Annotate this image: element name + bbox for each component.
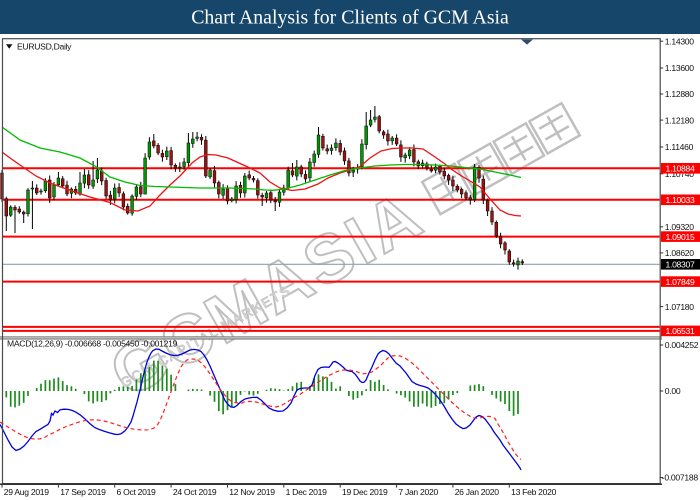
svg-text:13 Feb 2020: 13 Feb 2020 bbox=[511, 487, 556, 497]
svg-text:0.00: 0.00 bbox=[665, 386, 681, 396]
svg-text:19 Dec 2019: 19 Dec 2019 bbox=[342, 487, 388, 497]
svg-text:1.07849: 1.07849 bbox=[666, 277, 695, 287]
svg-text:1.12180: 1.12180 bbox=[665, 115, 694, 125]
svg-text:MACD(12,26,9) -0.006668 -0.005: MACD(12,26,9) -0.006668 -0.005450 -0.001… bbox=[7, 339, 178, 349]
svg-text:0.004252: 0.004252 bbox=[665, 340, 699, 350]
svg-text:1.07180: 1.07180 bbox=[665, 302, 694, 312]
svg-text:1.08307: 1.08307 bbox=[666, 260, 695, 270]
svg-text:26 Jan 2020: 26 Jan 2020 bbox=[455, 487, 500, 497]
svg-text:1.14300: 1.14300 bbox=[665, 36, 694, 46]
svg-text:7 Jan 2020: 7 Jan 2020 bbox=[398, 487, 438, 497]
svg-text:1 Dec 2019: 1 Dec 2019 bbox=[286, 487, 327, 497]
svg-text:1.10740: 1.10740 bbox=[665, 169, 694, 179]
svg-text:1.12880: 1.12880 bbox=[665, 89, 694, 99]
svg-text:17 Sep 2019: 17 Sep 2019 bbox=[60, 487, 106, 497]
svg-text:12 Nov 2019: 12 Nov 2019 bbox=[229, 487, 275, 497]
svg-text:1.11460: 1.11460 bbox=[665, 142, 694, 152]
svg-text:1.13600: 1.13600 bbox=[665, 63, 694, 73]
svg-text:1.09015: 1.09015 bbox=[666, 232, 695, 242]
svg-text:EURUSD,Daily: EURUSD,Daily bbox=[17, 42, 72, 52]
svg-text:1.06531: 1.06531 bbox=[666, 326, 695, 336]
svg-text:6 Oct 2019: 6 Oct 2019 bbox=[117, 487, 157, 497]
svg-text:24 Oct 2019: 24 Oct 2019 bbox=[173, 487, 217, 497]
svg-text:29 Aug 2019: 29 Aug 2019 bbox=[4, 487, 49, 497]
svg-text:1.10884: 1.10884 bbox=[666, 164, 695, 174]
svg-text:Chart Analysis for Clients of: Chart Analysis for Clients of GCM Asia bbox=[191, 7, 509, 29]
svg-text:1.08620: 1.08620 bbox=[665, 248, 694, 258]
svg-text:-0.007188: -0.007188 bbox=[662, 473, 699, 483]
svg-text:1.10033: 1.10033 bbox=[666, 195, 695, 205]
svg-text:1.09320: 1.09320 bbox=[665, 222, 694, 232]
